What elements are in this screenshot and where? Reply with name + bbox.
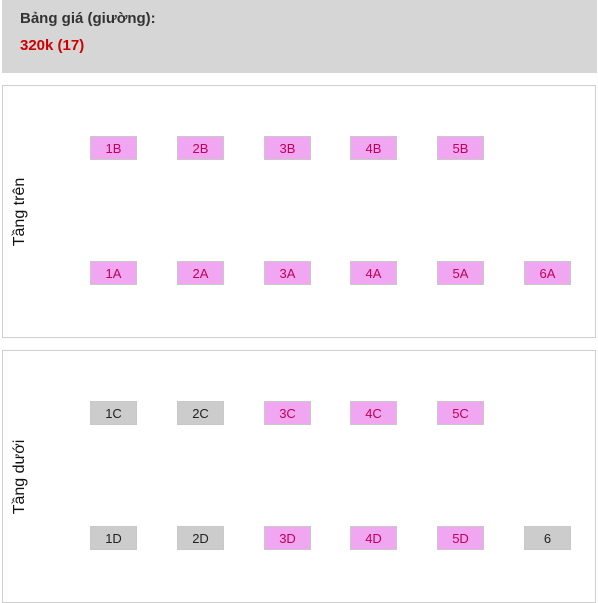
lower-deck-label: Tầng dưới: [11, 439, 28, 514]
upper-deck: Tầng trên 1B 2B 3B 4B 5B 1A 2A 3A 4A 5A …: [2, 85, 596, 338]
seat-4a[interactable]: 4A: [350, 261, 397, 285]
seat-1d[interactable]: 1D: [90, 526, 137, 550]
seat-5d[interactable]: 5D: [437, 526, 484, 550]
seat-6a[interactable]: 6A: [524, 261, 571, 285]
seat-4c[interactable]: 4C: [350, 401, 397, 425]
seat-6[interactable]: 6: [524, 526, 571, 550]
seat-1b[interactable]: 1B: [90, 136, 137, 160]
seat-5a[interactable]: 5A: [437, 261, 484, 285]
price-header: Bảng giá (giường): 320k (17): [2, 0, 597, 73]
seat-4b[interactable]: 4B: [350, 136, 397, 160]
seat-2d[interactable]: 2D: [177, 526, 224, 550]
seat-4d[interactable]: 4D: [350, 526, 397, 550]
seat-3a[interactable]: 3A: [264, 261, 311, 285]
seat-2b[interactable]: 2B: [177, 136, 224, 160]
seat-3b[interactable]: 3B: [264, 136, 311, 160]
seat-3c[interactable]: 3C: [264, 401, 311, 425]
seat-3d[interactable]: 3D: [264, 526, 311, 550]
upper-deck-label: Tầng trên: [11, 177, 28, 246]
seat-2a[interactable]: 2A: [177, 261, 224, 285]
bed-price: 320k (17): [20, 37, 85, 54]
seat-5b[interactable]: 5B: [437, 136, 484, 160]
seat-1c[interactable]: 1C: [90, 401, 137, 425]
lower-deck: Tầng dưới 1C 2C 3C 4C 5C 1D 2D 3D 4D 5D …: [2, 350, 596, 603]
price-table-title: Bảng giá (giường):: [20, 10, 156, 27]
seat-2c[interactable]: 2C: [177, 401, 224, 425]
seat-1a[interactable]: 1A: [90, 261, 137, 285]
seat-5c[interactable]: 5C: [437, 401, 484, 425]
